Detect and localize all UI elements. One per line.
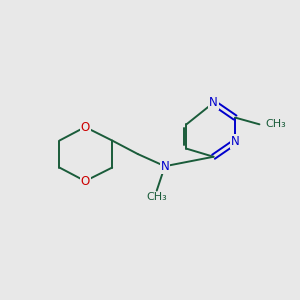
Text: CH₃: CH₃ <box>146 192 167 202</box>
Text: CH₃: CH₃ <box>266 119 286 129</box>
Text: N: N <box>160 160 169 173</box>
Text: O: O <box>80 121 90 134</box>
Text: N: N <box>231 135 239 148</box>
Text: N: N <box>209 96 218 109</box>
Text: O: O <box>80 175 90 188</box>
